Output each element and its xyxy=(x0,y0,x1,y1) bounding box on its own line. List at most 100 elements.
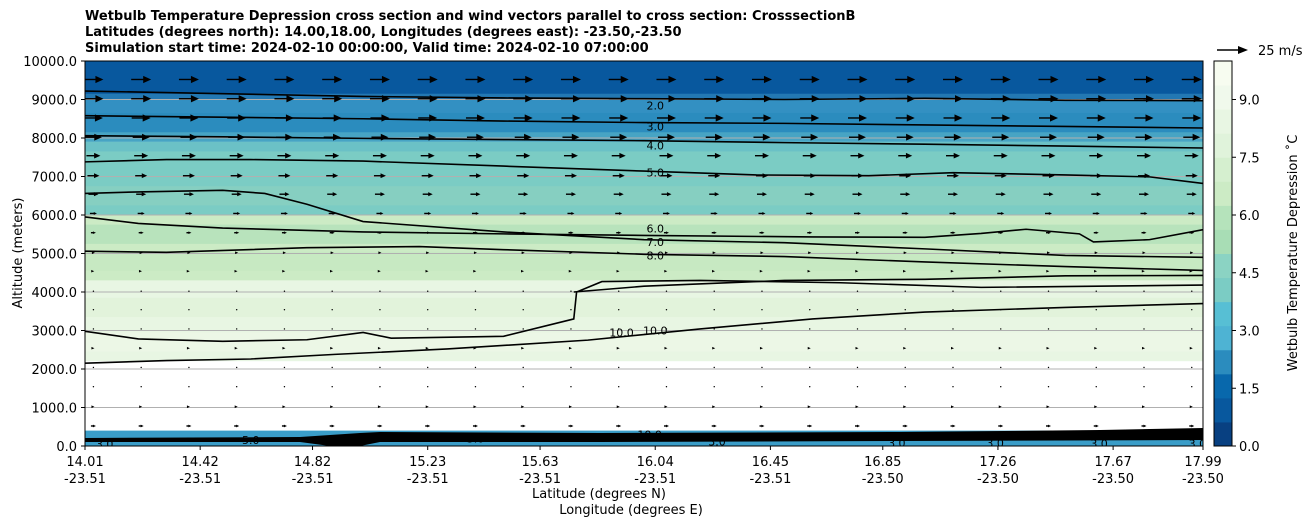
wind-vector-head xyxy=(715,114,724,122)
wind-vector-head xyxy=(138,269,142,273)
wind-vector-head xyxy=(1048,231,1052,235)
wind-vector xyxy=(761,309,763,311)
contour-line-8 xyxy=(85,279,1203,343)
contour-label-15: 3.0 xyxy=(1189,438,1207,451)
wind-vector-head xyxy=(664,346,668,350)
wind-vector-head xyxy=(1049,133,1058,141)
contour-label-0: 2.0 xyxy=(646,99,664,112)
wind-vector-head xyxy=(330,251,334,255)
wind-vector-head xyxy=(378,251,382,255)
wind-vector-head xyxy=(285,114,294,122)
y-tick-label: 10000.0 xyxy=(23,55,77,70)
wind-vector-head xyxy=(1096,212,1100,215)
contour-label-13: 3.0 xyxy=(986,437,1004,450)
wind-vector xyxy=(140,309,142,311)
wind-vector-head xyxy=(92,424,96,428)
wind-vector-head xyxy=(523,152,531,159)
wind-vector-head xyxy=(234,405,238,409)
shade-blend-5 xyxy=(85,297,1203,318)
wind-vector-head xyxy=(1094,405,1098,409)
wind-vector-head xyxy=(282,251,286,255)
wind-vector-head xyxy=(143,75,152,84)
contour-lines xyxy=(85,90,1203,446)
wind-vector-head xyxy=(427,231,431,235)
wind-vector-head xyxy=(1096,152,1104,159)
wind-vector-head xyxy=(475,192,481,197)
wind-vector-head xyxy=(190,114,199,122)
wind-vector-head xyxy=(141,192,147,197)
x-tick-label-lon: -23.51 xyxy=(179,472,221,487)
wind-vector xyxy=(809,290,811,292)
wind-vector-head xyxy=(1096,192,1102,197)
wind-vector-head xyxy=(619,133,628,141)
wind-vector-head xyxy=(236,231,240,235)
contour-label-5: 7.0 xyxy=(646,236,664,249)
wind-vector-head xyxy=(1001,133,1010,141)
wind-vector-head xyxy=(1142,405,1146,409)
wind-vector xyxy=(379,290,381,292)
wind-vector-head xyxy=(1048,424,1052,428)
wind-vector-head xyxy=(760,251,764,255)
wind-vector-head xyxy=(952,424,956,428)
wind-vector-head xyxy=(142,114,151,122)
wind-vector-head xyxy=(234,346,238,350)
wind-vector-head xyxy=(429,75,438,84)
wind-vector-head xyxy=(331,424,335,428)
wind-vector xyxy=(856,328,859,330)
wind-vector-head xyxy=(1144,173,1151,179)
wind-vector xyxy=(235,328,238,330)
wind-vector-head xyxy=(807,346,811,350)
wind-vector-head xyxy=(380,152,387,159)
wind-vector-head xyxy=(95,75,104,84)
wind-vector-head xyxy=(282,269,286,273)
wind-vector-head xyxy=(953,152,960,159)
wind-vector-head xyxy=(473,405,477,409)
wind-vector-head xyxy=(473,269,477,273)
wind-vector-head xyxy=(238,114,247,122)
wind-vector-head xyxy=(234,269,238,273)
wind-vector-head xyxy=(186,405,190,409)
wind-vector-head xyxy=(140,231,144,235)
wind-vector-head xyxy=(1096,173,1103,179)
wind-vector xyxy=(1047,309,1050,311)
y-axis: 0.0 1000.0 2000.0 3000.0 4000.0 5000.0 6000.0 7… xyxy=(23,55,85,455)
wind-vector xyxy=(474,328,477,330)
wind-vector-head xyxy=(668,75,677,84)
wind-vector-head xyxy=(186,346,190,350)
wind-vector xyxy=(1191,309,1193,311)
wind-vector-head xyxy=(521,405,525,409)
x-tick-label-lat: 16.45 xyxy=(752,455,789,470)
wind-vector xyxy=(904,328,906,330)
wind-vector-head xyxy=(1193,114,1202,122)
wind-vector-head xyxy=(1000,424,1004,428)
colorbar-swatch xyxy=(1214,277,1232,303)
wind-vector-head xyxy=(714,192,720,197)
contour-label-4: 6.0 xyxy=(646,222,664,235)
wind-vector-head xyxy=(238,95,247,103)
wind-vector xyxy=(570,290,572,292)
wind-vector-head xyxy=(237,152,244,159)
wind-vector xyxy=(952,290,954,292)
wind-vector xyxy=(761,328,763,330)
wind-vector xyxy=(235,366,238,369)
wind-vector xyxy=(713,309,715,311)
wind-vector-head xyxy=(762,152,769,159)
wind-vector-head xyxy=(1001,212,1005,215)
colorbar-tick-label: 9.0 xyxy=(1239,94,1260,109)
wind-vector xyxy=(379,309,381,311)
wind-vector-head xyxy=(329,269,333,273)
x-tick-label-lat: 16.85 xyxy=(864,455,901,470)
wind-vector xyxy=(952,309,954,311)
wind-vector-head xyxy=(619,212,623,215)
wind-vector-head xyxy=(713,231,717,235)
wind-vector-head xyxy=(237,173,243,179)
wind-vector xyxy=(952,366,954,369)
wind-vector-head xyxy=(857,212,861,215)
quiver-key-arrowhead-icon xyxy=(1238,46,1248,54)
wind-vector xyxy=(904,290,906,292)
wind-vector-head xyxy=(522,424,526,428)
contourf-shading xyxy=(85,61,1203,446)
chart-title-line-3: Simulation start time: 2024-02-10 00:00:… xyxy=(85,41,649,56)
wind-vector xyxy=(235,290,238,292)
wind-vector-head xyxy=(855,405,859,409)
